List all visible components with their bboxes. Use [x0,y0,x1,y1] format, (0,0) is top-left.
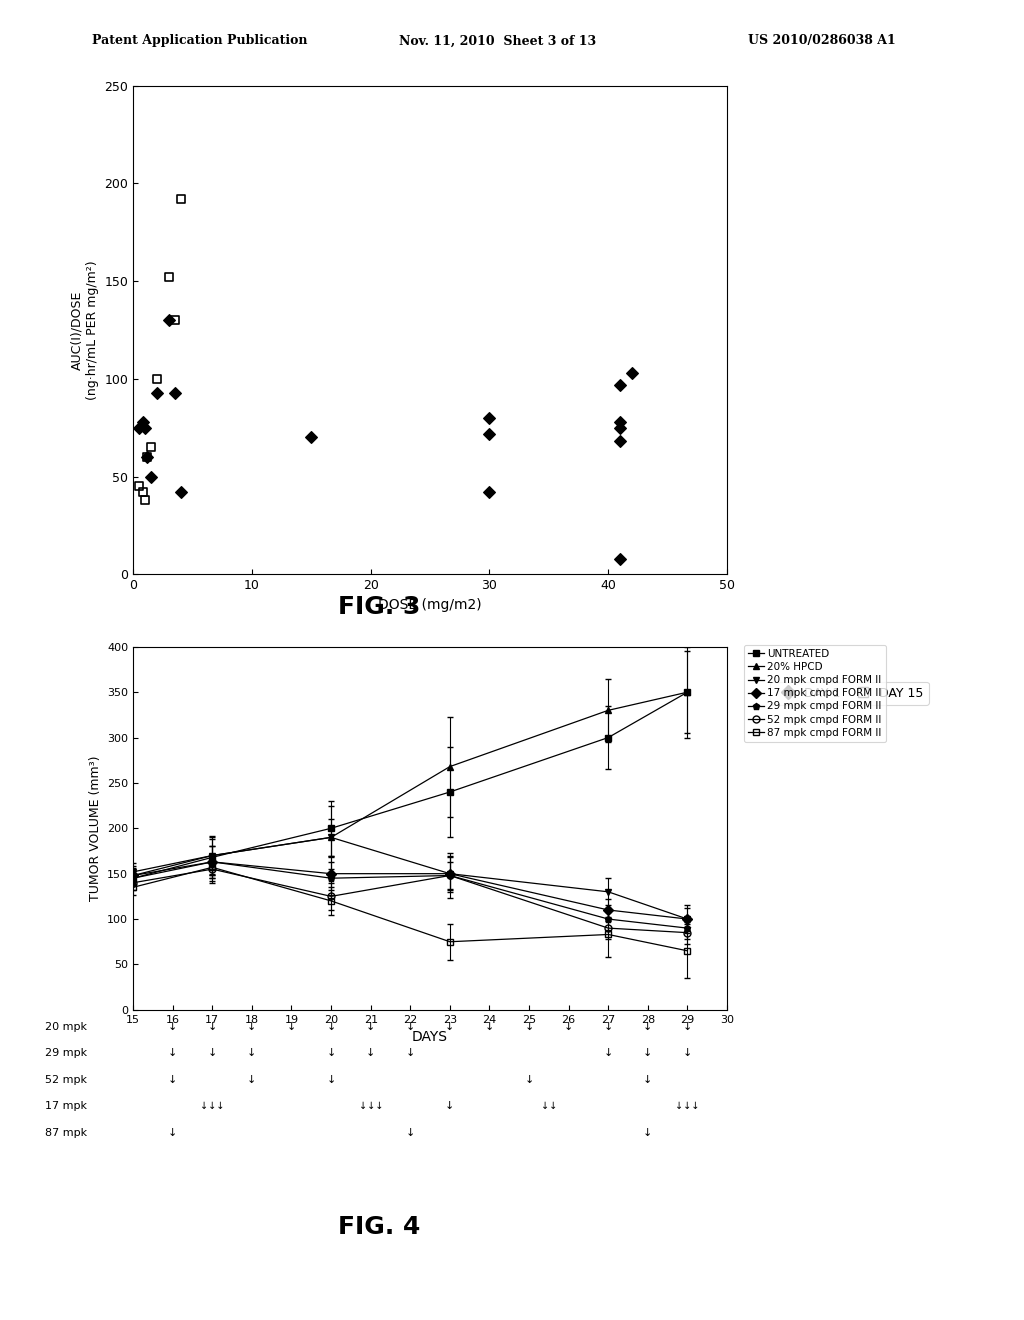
Legend: UNTREATED, 20% HPCD, 20 mpk cmpd FORM II, 17 mpk cmpd FORM II, 29 mpk cmpd FORM : UNTREATED, 20% HPCD, 20 mpk cmpd FORM II… [744,644,886,742]
DAY 1 [148,381,165,403]
DAY 15 [137,490,154,511]
Text: 87 mpk: 87 mpk [45,1127,87,1138]
Text: ↓: ↓ [168,1127,177,1138]
DAY 1 [612,374,629,395]
DAY 1 [612,412,629,433]
Text: US 2010/0286038 A1: US 2010/0286038 A1 [748,34,895,48]
DAY 15 [134,482,151,503]
Text: 29 mpk: 29 mpk [45,1048,87,1059]
DAY 15 [148,368,165,389]
Text: ↓: ↓ [445,1101,455,1111]
Text: ↓↓↓: ↓↓↓ [200,1101,224,1111]
DAY 1 [624,363,640,384]
Text: FIG. 3: FIG. 3 [338,595,420,619]
Text: 52 mpk: 52 mpk [45,1074,87,1085]
Text: ↓: ↓ [406,1022,415,1032]
DAY 15 [167,310,183,331]
DAY 1 [172,482,188,503]
DAY 1 [481,422,498,444]
DAY 1 [612,430,629,451]
DAY 1 [161,310,177,331]
Text: ↓: ↓ [168,1048,177,1059]
Text: ↓: ↓ [683,1048,692,1059]
Text: ↓: ↓ [366,1048,376,1059]
Text: ↓: ↓ [247,1022,257,1032]
Text: ↓: ↓ [603,1048,613,1059]
DAY 1 [303,426,319,447]
DAY 1 [131,417,147,438]
Text: ↓: ↓ [683,1022,692,1032]
DAY 15 [172,189,188,210]
Text: ↓: ↓ [445,1022,455,1032]
Text: ↓↓↓: ↓↓↓ [675,1101,699,1111]
DAY 1 [142,466,159,487]
Text: 20 mpk: 20 mpk [45,1022,87,1032]
Text: ↓: ↓ [484,1022,495,1032]
Text: ↓: ↓ [327,1074,336,1085]
Text: Patent Application Publication: Patent Application Publication [92,34,307,48]
Text: ↓: ↓ [208,1022,217,1032]
Text: ↓: ↓ [643,1074,652,1085]
DAY 1 [481,482,498,503]
Y-axis label: TUMOR VOLUME (mm³): TUMOR VOLUME (mm³) [89,755,101,902]
Text: FIG. 4: FIG. 4 [338,1216,420,1239]
DAY 1 [481,408,498,429]
Legend: DAY 1, DAY 15: DAY 1, DAY 15 [770,681,929,705]
DAY 15 [142,437,159,458]
DAY 1 [134,412,151,433]
Text: ↓: ↓ [327,1048,336,1059]
Text: ↓↓: ↓↓ [541,1101,557,1111]
Text: ↓: ↓ [208,1048,217,1059]
Text: Nov. 11, 2010  Sheet 3 of 13: Nov. 11, 2010 Sheet 3 of 13 [399,34,597,48]
DAY 1 [137,417,154,438]
DAY 15 [139,446,156,467]
DAY 1 [139,446,156,467]
DAY 1 [612,548,629,569]
Text: ↓: ↓ [406,1048,415,1059]
Text: ↓: ↓ [168,1022,177,1032]
Text: ↓: ↓ [603,1022,613,1032]
Text: ↓: ↓ [524,1022,534,1032]
Text: ↓: ↓ [406,1127,415,1138]
Text: ↓: ↓ [366,1022,376,1032]
X-axis label: DOSE (mg/m2): DOSE (mg/m2) [378,598,482,611]
Text: ↓↓↓: ↓↓↓ [358,1101,383,1111]
DAY 1 [612,417,629,438]
X-axis label: DAYS: DAYS [412,1030,449,1044]
Text: ↓: ↓ [643,1022,652,1032]
DAY 15 [131,475,147,496]
Text: ↓: ↓ [643,1127,652,1138]
Text: ↓: ↓ [327,1022,336,1032]
Text: ↓: ↓ [643,1048,652,1059]
Text: ↓: ↓ [564,1022,573,1032]
Text: ↓: ↓ [247,1048,257,1059]
Text: 17 mpk: 17 mpk [45,1101,87,1111]
Text: ↓: ↓ [168,1074,177,1085]
Text: ↓: ↓ [247,1074,257,1085]
Text: ↓: ↓ [524,1074,534,1085]
Y-axis label: AUC(I)/DOSE
(ng·hr/mL PER mg/m²): AUC(I)/DOSE (ng·hr/mL PER mg/m²) [71,260,99,400]
DAY 1 [167,381,183,403]
Text: ↓: ↓ [287,1022,296,1032]
DAY 15 [161,267,177,288]
